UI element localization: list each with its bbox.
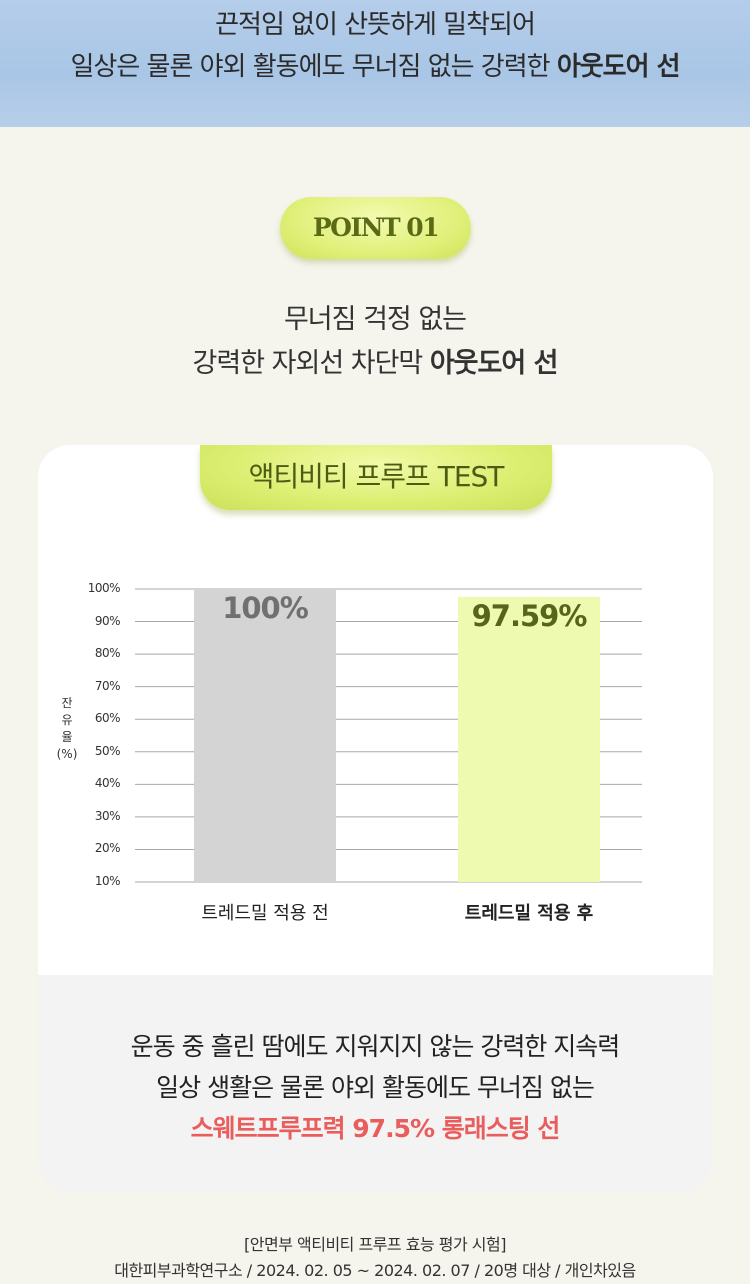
card-footer [38,975,713,1193]
y-tick-label: 40% [94,776,121,791]
y-tick-label: 60% [94,711,121,726]
test-title-badge: 액티비티 프루프 TEST [200,445,552,510]
bar [458,596,600,882]
headline-line-1: 무너짐 걱정 없는 [283,304,467,335]
y-tick-label: 50% [94,743,121,758]
y-tick-label: 80% [94,646,121,661]
x-tick-label: 트레드밀 적용 후 [464,903,594,924]
hero-line-2: 일상은 물론 야외 활동에도 무너짐 없는 강력한 아웃도어 선 [0,46,750,83]
description-highlight: 스웨트프루프력 97.5% 롱래스팅 선 [190,1114,561,1143]
hero-banner: 끈적임 없이 산뜻하게 밀착되어 일상은 물론 야외 활동에도 무너짐 없는 강… [0,0,750,127]
test-result-card [38,445,713,1193]
section-headline: 무너짐 걱정 없는 강력한 자외선 차단막 아웃도어 선 [0,298,750,386]
headline-line-2-bold: 아웃도어 선 [429,348,559,379]
point-badge: POINT 01 [280,197,471,259]
hero-line-2-bold: 아웃도어 선 [556,52,681,82]
y-tick-label: 70% [94,678,121,693]
x-tick-label: 트레드밀 적용 전 [201,903,329,924]
description-line-1: 운동 중 흘린 땀에도 지워지지 않는 강력한 지속력 [130,1032,621,1061]
bar [194,589,336,882]
source-details: 대한피부과학연구소 / 2024. 02. 05 ~ 2024. 02. 07 … [114,1261,636,1280]
y-tick-label: 30% [94,808,121,823]
source-title: [안면부 액티비티 프루프 효능 평가 시험] [244,1235,506,1254]
headline-line-2-text: 강력한 자외선 차단막 [192,348,430,379]
data-label: 100% [222,591,309,625]
hero-line-2-text: 일상은 물론 야외 활동에도 무너짐 없는 강력한 [70,52,557,82]
test-source-note: [안면부 액티비티 프루프 효능 평가 시험] 대한피부과학연구소 / 2024… [0,1232,750,1284]
y-axis-label: 잔유율 (%) [56,696,78,761]
headline-line-2: 강력한 자외선 차단막 아웃도어 선 [0,342,750,386]
y-tick-label: 20% [94,841,121,856]
description-line-2: 일상 생활은 물론 야외 활동에도 무너짐 없는 [156,1073,595,1102]
y-tick-label: 10% [94,874,121,888]
y-tick-label: 90% [94,613,121,628]
description: 운동 중 흘린 땀에도 지워지지 않는 강력한 지속력 일상 생활은 물론 야외… [0,1026,750,1149]
data-label: 97.59% [471,598,588,633]
hero-line-1: 끈적임 없이 산뜻하게 밀착되어 [215,10,536,40]
y-tick-label: 100% [87,581,121,595]
